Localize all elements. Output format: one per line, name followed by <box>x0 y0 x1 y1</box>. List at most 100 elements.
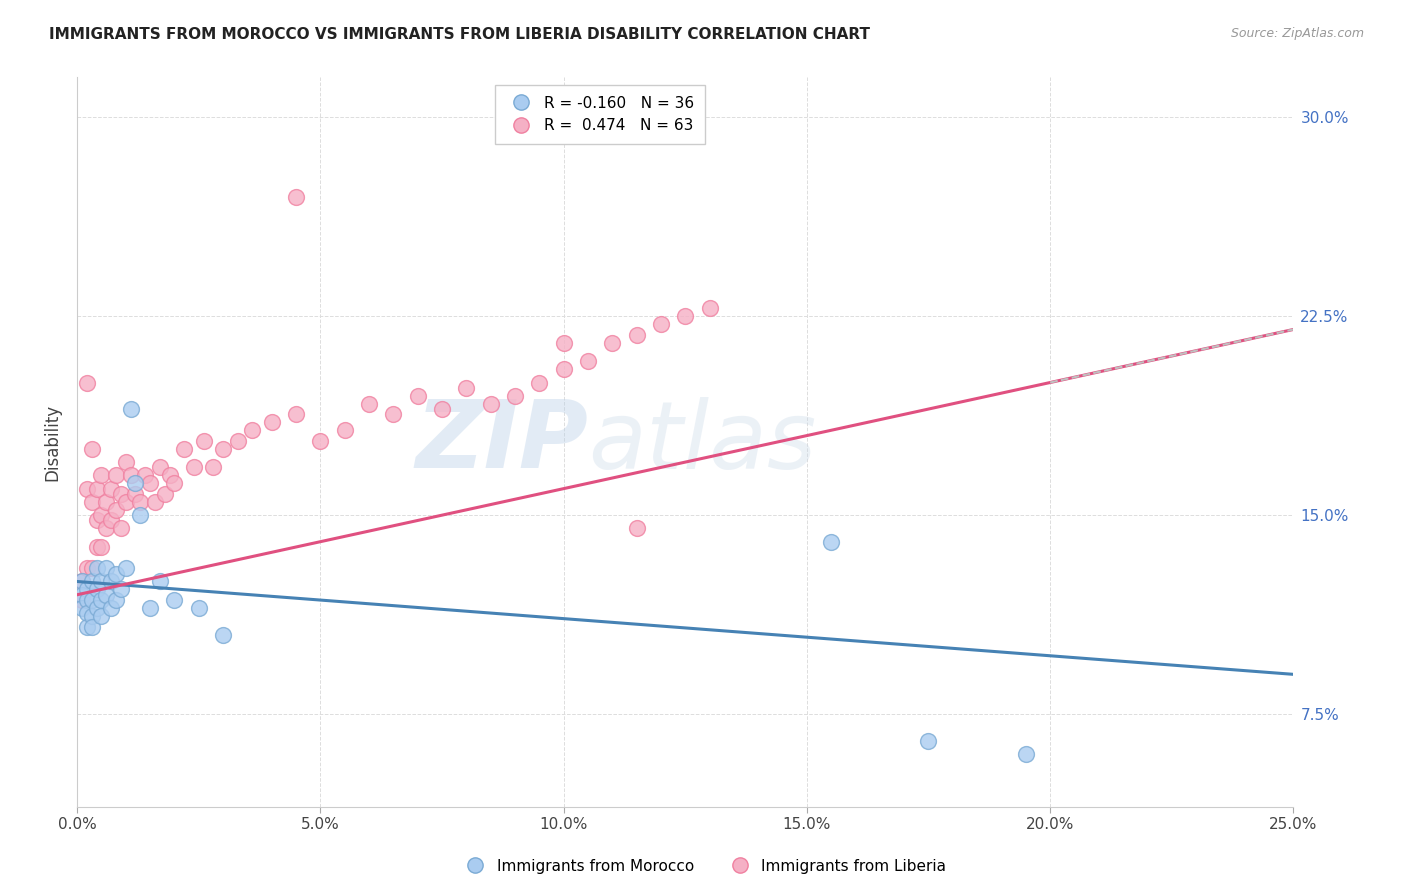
Point <box>699 301 721 316</box>
Point <box>139 476 162 491</box>
Point <box>76 376 98 390</box>
Point <box>309 434 332 448</box>
Text: atlas: atlas <box>588 397 815 488</box>
Point <box>86 561 108 575</box>
Point <box>105 503 128 517</box>
Point <box>86 540 108 554</box>
Point <box>240 423 263 437</box>
Point <box>76 619 98 633</box>
Point <box>650 317 672 331</box>
Point <box>86 582 108 597</box>
Point <box>129 495 152 509</box>
Point <box>529 376 551 390</box>
Point <box>100 574 122 589</box>
Point <box>80 593 103 607</box>
Point <box>820 534 842 549</box>
Point <box>90 593 112 607</box>
Point <box>70 588 93 602</box>
Point <box>226 434 249 448</box>
Point <box>917 733 939 747</box>
Point <box>86 601 108 615</box>
Point <box>479 397 502 411</box>
Point <box>576 354 599 368</box>
Y-axis label: Disability: Disability <box>44 404 60 481</box>
Text: IMMIGRANTS FROM MOROCCO VS IMMIGRANTS FROM LIBERIA DISABILITY CORRELATION CHART: IMMIGRANTS FROM MOROCCO VS IMMIGRANTS FR… <box>49 27 870 42</box>
Point <box>70 593 93 607</box>
Point <box>70 574 93 589</box>
Point <box>80 619 103 633</box>
Point <box>626 327 648 342</box>
Point <box>76 561 98 575</box>
Text: ZIP: ZIP <box>415 396 588 488</box>
Point <box>70 574 93 589</box>
Legend: Immigrants from Morocco, Immigrants from Liberia: Immigrants from Morocco, Immigrants from… <box>454 853 952 880</box>
Point <box>212 442 235 456</box>
Point <box>100 513 122 527</box>
Point <box>105 468 128 483</box>
Point <box>86 513 108 527</box>
Point <box>553 362 575 376</box>
Point <box>110 487 132 501</box>
Point <box>120 468 142 483</box>
Point <box>173 442 195 456</box>
Point <box>553 335 575 350</box>
Point <box>90 468 112 483</box>
Point <box>1015 747 1038 761</box>
Point <box>100 482 122 496</box>
Point <box>673 309 696 323</box>
Point <box>202 460 225 475</box>
Point <box>212 627 235 641</box>
Text: Source: ZipAtlas.com: Source: ZipAtlas.com <box>1230 27 1364 40</box>
Point <box>159 468 181 483</box>
Point <box>70 601 93 615</box>
Point <box>406 389 429 403</box>
Point <box>110 582 132 597</box>
Point <box>76 482 98 496</box>
Point <box>96 495 118 509</box>
Point <box>124 476 146 491</box>
Point <box>260 415 283 429</box>
Point <box>100 601 122 615</box>
Point <box>153 487 176 501</box>
Point <box>285 190 308 204</box>
Point <box>105 566 128 581</box>
Point <box>90 508 112 523</box>
Point <box>149 574 172 589</box>
Point <box>80 442 103 456</box>
Point <box>163 476 186 491</box>
Point <box>456 381 478 395</box>
Point <box>149 460 172 475</box>
Point <box>626 521 648 535</box>
Point <box>110 521 132 535</box>
Point <box>430 402 453 417</box>
Point <box>80 574 103 589</box>
Point <box>357 397 380 411</box>
Point <box>105 593 128 607</box>
Point <box>90 540 112 554</box>
Point <box>183 460 205 475</box>
Point <box>163 593 186 607</box>
Point <box>114 495 136 509</box>
Point <box>120 402 142 417</box>
Point <box>114 561 136 575</box>
Point <box>86 482 108 496</box>
Point <box>80 561 103 575</box>
Point <box>80 609 103 624</box>
Point <box>76 582 98 597</box>
Point <box>134 468 156 483</box>
Point <box>124 487 146 501</box>
Point <box>600 335 623 350</box>
Point <box>90 609 112 624</box>
Legend: R = -0.160   N = 36, R =  0.474   N = 63: R = -0.160 N = 36, R = 0.474 N = 63 <box>495 85 704 145</box>
Point <box>114 455 136 469</box>
Point <box>143 495 166 509</box>
Point <box>193 434 215 448</box>
Point <box>80 495 103 509</box>
Point <box>129 508 152 523</box>
Point <box>139 601 162 615</box>
Point <box>76 593 98 607</box>
Point <box>96 561 118 575</box>
Point <box>503 389 526 403</box>
Point <box>96 521 118 535</box>
Point <box>333 423 356 437</box>
